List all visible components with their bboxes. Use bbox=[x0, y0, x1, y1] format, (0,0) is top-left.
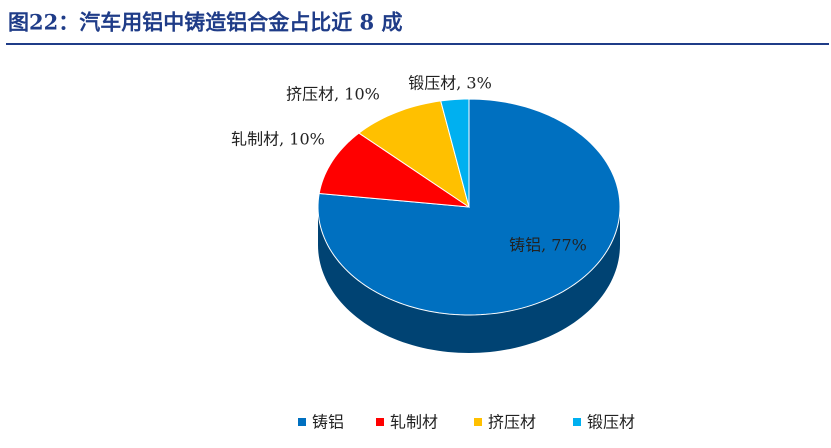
legend-label: 锻压材 bbox=[587, 413, 635, 432]
slice-side bbox=[318, 207, 620, 353]
data-label: 锻压材, 3% bbox=[408, 74, 492, 93]
data-label: 挤压材, 10% bbox=[286, 85, 380, 104]
legend-label: 挤压材 bbox=[488, 413, 536, 432]
legend-swatch bbox=[298, 418, 306, 426]
data-label: 轧制材, 10% bbox=[231, 130, 325, 149]
data-label: 铸铝, 77% bbox=[509, 236, 587, 255]
legend-swatch bbox=[376, 418, 384, 426]
legend-swatch bbox=[573, 418, 581, 426]
legend-label: 轧制材 bbox=[390, 413, 438, 432]
slice bbox=[318, 132, 470, 208]
slice bbox=[358, 100, 470, 209]
legend-swatch bbox=[474, 418, 482, 426]
pie: 铸铝, 77% 轧制材, 10% 挤压材, 10% 锻压材, 3% bbox=[231, 74, 621, 353]
slice bbox=[440, 98, 470, 208]
chart-title: 图22：汽车用铝中铸造铝合金占比近 8 成 bbox=[8, 10, 402, 35]
legend-label: 铸铝 bbox=[312, 413, 344, 432]
legend: 铸铝 轧制材 挤压材 锻压材 bbox=[298, 413, 635, 432]
